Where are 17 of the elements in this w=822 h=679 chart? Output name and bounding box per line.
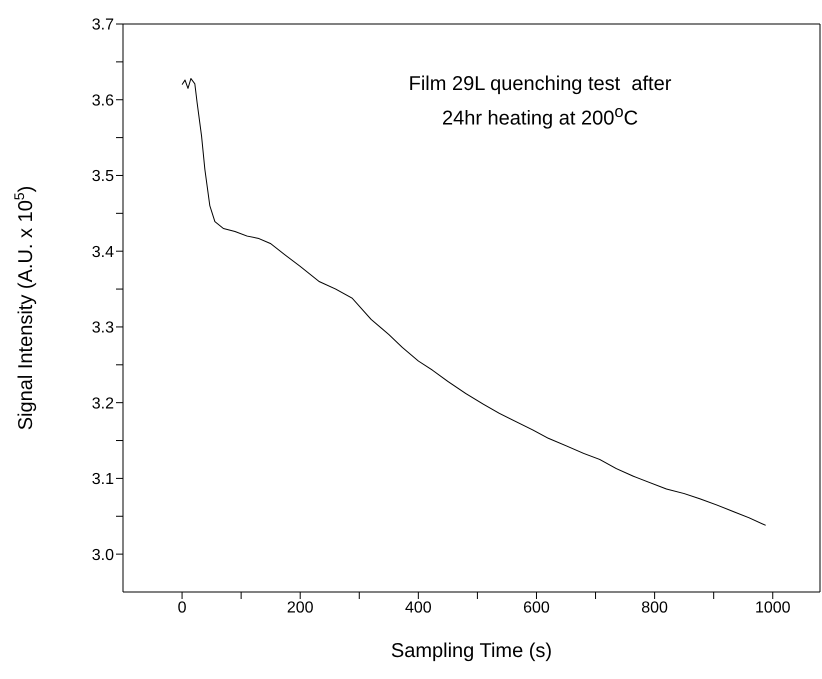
y-tick-label: 3.1: [92, 471, 114, 488]
annotation: 24hr heating at 200$^{o}$C: [440, 101, 640, 132]
y-tick-label: 3.3: [92, 320, 114, 337]
x-tick-label: 600: [523, 599, 550, 616]
y-tick-label: 3.5: [92, 168, 114, 186]
annotation: Film 29L quenching test after: [408, 72, 672, 97]
x-tick-label: 400: [404, 599, 432, 616]
y-tick-label: 3.2: [92, 395, 114, 412]
x-tick-label: 0: [178, 599, 187, 616]
x-tick-label: 1000: [754, 599, 791, 616]
x-tick-label: 800: [641, 599, 668, 616]
y-tick-label: 3.6: [92, 92, 114, 110]
x-axis-title: Sampling Time (s): [390, 640, 552, 662]
y-tick-label: 3.7: [92, 16, 114, 34]
y-tick-label: 3.4: [92, 244, 114, 261]
y-tick-label: 3.0: [92, 546, 114, 564]
x-tick-label: 200: [286, 599, 314, 616]
